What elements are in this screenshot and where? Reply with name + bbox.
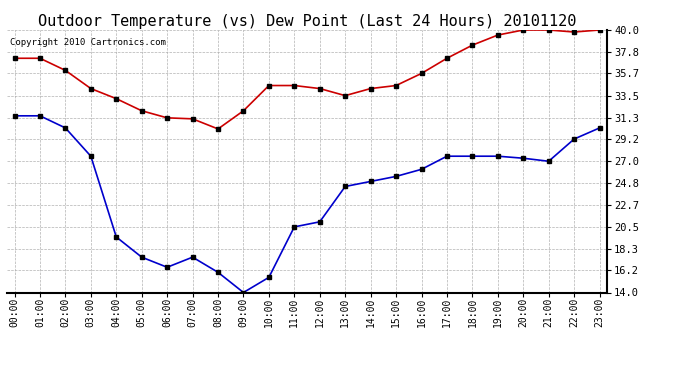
Text: Copyright 2010 Cartronics.com: Copyright 2010 Cartronics.com	[10, 38, 166, 47]
Title: Outdoor Temperature (vs) Dew Point (Last 24 Hours) 20101120: Outdoor Temperature (vs) Dew Point (Last…	[38, 14, 576, 29]
